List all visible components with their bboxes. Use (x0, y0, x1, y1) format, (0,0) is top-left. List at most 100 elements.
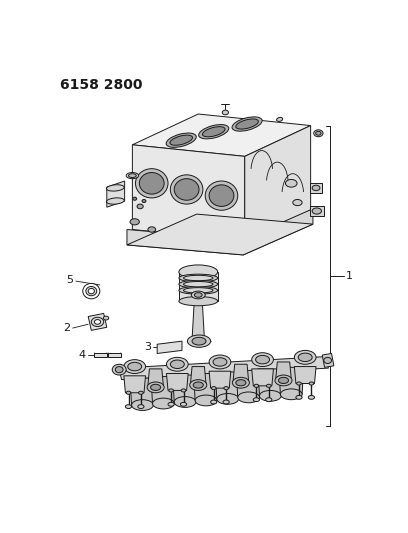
Ellipse shape (277, 117, 283, 122)
Polygon shape (88, 313, 107, 330)
Ellipse shape (294, 350, 316, 364)
Ellipse shape (266, 384, 271, 387)
Ellipse shape (192, 337, 206, 345)
Ellipse shape (309, 382, 314, 385)
Ellipse shape (174, 397, 196, 407)
Ellipse shape (129, 174, 136, 177)
Polygon shape (148, 369, 163, 386)
Ellipse shape (140, 173, 164, 194)
Polygon shape (127, 230, 243, 255)
Ellipse shape (179, 265, 217, 279)
Polygon shape (166, 374, 188, 391)
Ellipse shape (179, 274, 217, 282)
Polygon shape (132, 145, 245, 241)
Ellipse shape (132, 400, 153, 410)
Polygon shape (252, 369, 273, 386)
Polygon shape (233, 364, 248, 381)
Ellipse shape (252, 353, 273, 367)
Polygon shape (127, 214, 313, 255)
Ellipse shape (106, 185, 124, 191)
Ellipse shape (259, 391, 281, 401)
Polygon shape (294, 367, 316, 384)
Ellipse shape (115, 367, 123, 373)
Ellipse shape (286, 180, 297, 187)
Ellipse shape (179, 280, 217, 288)
Ellipse shape (254, 384, 259, 387)
Ellipse shape (130, 219, 140, 225)
Ellipse shape (224, 386, 228, 390)
Ellipse shape (168, 402, 174, 406)
Ellipse shape (280, 389, 302, 400)
Ellipse shape (148, 227, 155, 232)
Ellipse shape (91, 317, 104, 327)
Text: 1: 1 (346, 271, 353, 281)
Ellipse shape (184, 276, 213, 281)
Polygon shape (276, 362, 291, 379)
Ellipse shape (126, 391, 131, 394)
Ellipse shape (166, 357, 188, 371)
Ellipse shape (232, 377, 249, 388)
Ellipse shape (209, 185, 234, 206)
Ellipse shape (232, 117, 262, 131)
Ellipse shape (170, 135, 193, 146)
Polygon shape (130, 378, 155, 405)
Text: 5: 5 (67, 274, 73, 285)
Ellipse shape (312, 208, 322, 214)
Ellipse shape (124, 360, 146, 374)
Polygon shape (173, 375, 197, 402)
Ellipse shape (125, 405, 132, 408)
Ellipse shape (236, 379, 246, 386)
Polygon shape (157, 341, 182, 353)
Ellipse shape (211, 400, 217, 404)
Ellipse shape (86, 287, 97, 296)
Ellipse shape (190, 379, 207, 391)
Ellipse shape (222, 110, 228, 115)
Ellipse shape (88, 288, 94, 294)
Text: 3: 3 (144, 342, 151, 352)
Ellipse shape (139, 391, 143, 394)
Polygon shape (179, 272, 217, 301)
Polygon shape (94, 353, 107, 357)
Ellipse shape (324, 357, 332, 364)
Ellipse shape (296, 395, 302, 399)
Polygon shape (209, 371, 231, 388)
Ellipse shape (147, 382, 164, 393)
Polygon shape (109, 353, 121, 357)
Ellipse shape (193, 382, 203, 388)
Ellipse shape (191, 291, 205, 299)
Ellipse shape (194, 293, 202, 297)
Ellipse shape (171, 175, 203, 204)
Polygon shape (119, 357, 328, 379)
Ellipse shape (314, 130, 323, 137)
Ellipse shape (209, 355, 231, 369)
Ellipse shape (171, 360, 184, 368)
Text: 2: 2 (63, 323, 70, 333)
Bar (310, 183, 322, 192)
Ellipse shape (213, 358, 227, 366)
Ellipse shape (133, 197, 137, 200)
Ellipse shape (181, 389, 186, 392)
Ellipse shape (94, 320, 101, 324)
Ellipse shape (106, 198, 124, 204)
Ellipse shape (153, 398, 174, 409)
Ellipse shape (217, 393, 239, 405)
Ellipse shape (166, 133, 196, 147)
Ellipse shape (253, 398, 259, 401)
Ellipse shape (135, 168, 168, 198)
Polygon shape (243, 209, 313, 255)
Ellipse shape (255, 356, 270, 364)
Ellipse shape (205, 181, 238, 210)
Ellipse shape (126, 173, 139, 179)
Polygon shape (215, 372, 240, 399)
Ellipse shape (298, 353, 312, 361)
Ellipse shape (174, 179, 199, 200)
Polygon shape (245, 126, 310, 241)
Ellipse shape (312, 185, 320, 191)
Polygon shape (107, 181, 124, 207)
Ellipse shape (211, 386, 216, 390)
Polygon shape (192, 299, 204, 340)
Ellipse shape (275, 375, 292, 386)
Ellipse shape (195, 395, 217, 406)
Ellipse shape (83, 284, 100, 299)
Ellipse shape (179, 287, 217, 294)
